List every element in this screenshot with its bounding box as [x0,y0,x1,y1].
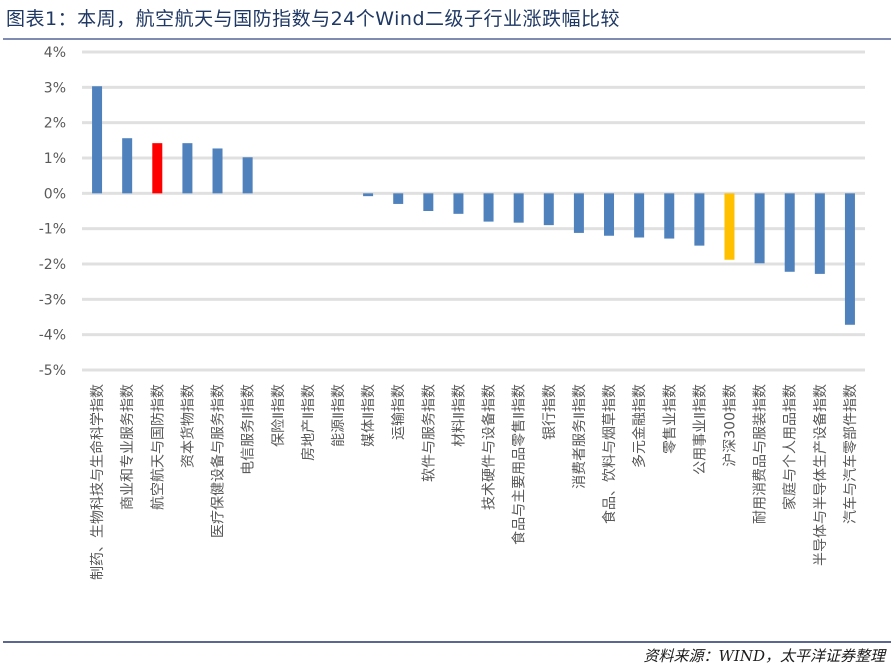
bar [634,193,645,238]
x-tick-label: 汽车与汽车零部件指数 [842,384,859,524]
bar [483,193,494,222]
gridlines [82,50,865,372]
gridline [82,297,865,301]
bar [122,138,133,194]
x-axis-labels: 制药、生物科技与生命科学指数 商业和专业服务指数 航空航天与国防指数 资本货物指数 医疗… [89,384,859,580]
x-tick-label: 多元金融指数 [631,384,648,468]
y-tick-label: 3% [44,80,66,96]
y-axis-labels: 4% 3% 2% 1% 0% -1% -2% -3% -4% -5% [39,45,66,379]
bar [92,86,103,194]
bar [664,193,675,239]
gridline [82,121,865,125]
footer-divider [3,641,891,643]
x-tick-label: 媒体Ⅱ指数 [361,384,377,447]
gridline [82,333,865,337]
x-tick-label: 消费者服务Ⅱ指数 [572,384,588,489]
x-tick-label: 制药、生物科技与生命科学指数 [89,384,106,580]
gridline [82,50,865,54]
x-tick-label: 零售业指数 [662,384,678,454]
bar [242,157,253,194]
x-tick-label: 食品与主要用品零售Ⅱ指数 [511,384,528,545]
gridline [82,262,865,266]
x-tick-label: 技术硬件与设备指数 [481,384,498,510]
x-tick-label: 商业和专业服务指数 [120,384,136,510]
x-tick-label: 食品、饮料与烟草指数 [601,384,618,524]
bar [423,193,434,211]
gridline [82,191,865,195]
y-tick-label: 2% [44,116,66,132]
bar [784,193,795,272]
x-tick-label: 公用事业Ⅱ指数 [692,384,708,475]
bar [182,143,193,194]
bar [363,193,374,197]
x-tick-label: 保险Ⅱ指数 [271,384,287,447]
gridline [82,368,865,372]
bar [754,193,765,264]
x-tick-label: 医疗保健设备与服务指数 [210,384,227,538]
x-tick-label: 沪深300指数 [722,384,738,467]
chart-title: 图表1：本周，航空航天与国防指数与24个Wind二级子行业涨跌幅比较 [6,8,621,30]
bar [453,193,464,214]
y-tick-label: 1% [44,151,66,167]
x-tick-label: 电信服务Ⅱ指数 [241,384,257,475]
x-tick-label: 能源Ⅱ指数 [331,384,347,447]
bar [724,193,735,260]
y-tick-label: -2% [39,257,66,273]
x-tick-label: 资本货物指数 [179,384,196,468]
bar [543,193,554,226]
x-tick-label: 软件与服务指数 [421,384,437,482]
y-tick-label: 4% [44,45,66,61]
bar-chart: 4% 3% 2% 1% 0% -1% -2% -3% -4% -5% 制药、生物科技与生命科学指数… [39,45,865,580]
title-divider [3,38,891,40]
gridline [82,156,865,160]
bar [393,193,404,204]
bars [92,86,855,325]
y-tick-label: -5% [39,363,66,379]
x-tick-label: 银行指数 [542,384,558,440]
y-tick-label: -1% [39,222,66,238]
y-tick-label: 0% [44,186,66,202]
gridline [82,85,865,89]
source-note: 资料来源：WIND，太平洋证券整理 [643,647,886,665]
x-tick-label: 航空航天与国防指数 [150,384,166,510]
bar [513,193,524,223]
x-tick-label: 家庭与个人用品指数 [782,384,799,510]
x-tick-label: 房地产Ⅱ指数 [301,384,317,461]
gridline [82,227,865,231]
bar [694,193,705,246]
y-tick-label: -3% [39,292,66,308]
bar [844,193,855,325]
x-tick-label: 材料Ⅱ指数 [451,384,467,447]
bar [604,193,615,236]
y-tick-label: -4% [39,328,66,344]
bar [814,193,825,274]
x-tick-label: 运输指数 [391,384,407,440]
bar [152,143,163,194]
x-tick-label: 半导体与半导体生产设备指数 [812,384,829,566]
bar [212,148,223,194]
bar [573,193,584,233]
x-tick-label: 耐用消费品与服装指数 [753,384,769,524]
